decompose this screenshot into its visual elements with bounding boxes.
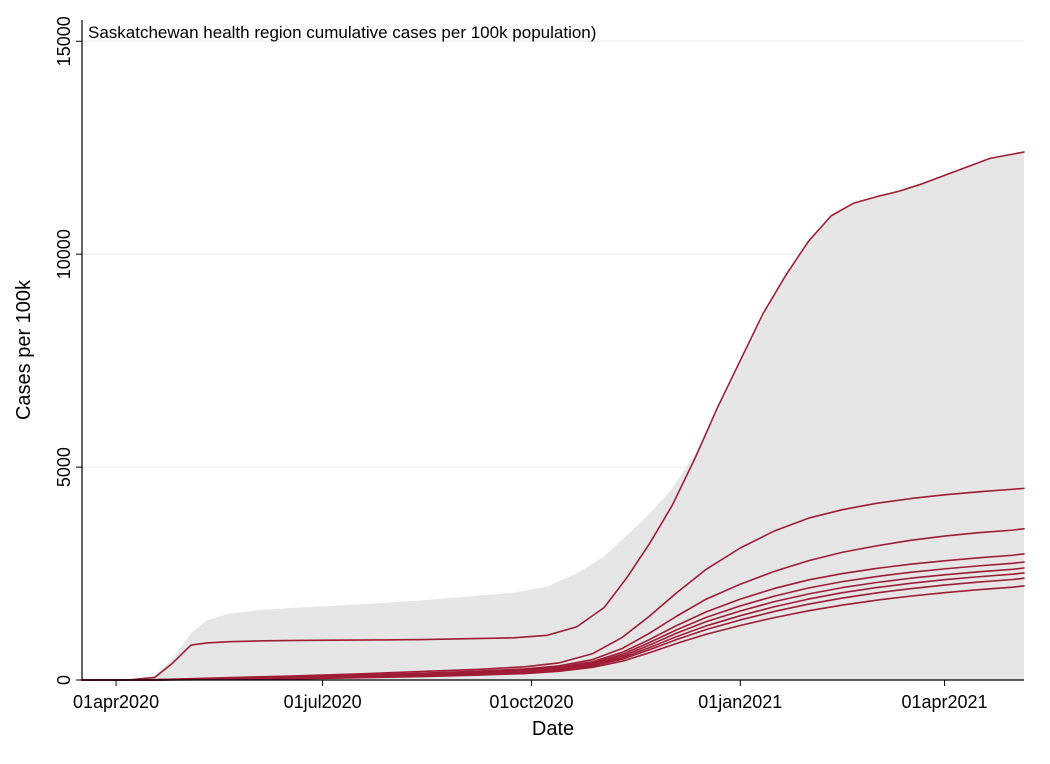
x-tick-label: 01jan2021 [698, 692, 782, 712]
x-tick-label: 01oct2020 [489, 692, 573, 712]
y-tick-label: 5000 [54, 447, 74, 487]
chart-subtitle: Saskatchewan health region cumulative ca… [88, 23, 596, 42]
y-axis-label: Cases per 100k [13, 279, 35, 420]
x-tick-label: 01apr2021 [902, 692, 988, 712]
x-axis-label: Date [532, 718, 574, 740]
chart-container: 0 5000 10000 15000 01apr2020 01jul2020 01oct20… [0, 0, 1050, 764]
x-tick-label: 01apr2020 [73, 692, 159, 712]
y-tick-label: 0 [54, 675, 74, 685]
x-tick-label: 01jul2020 [284, 692, 362, 712]
chart-svg: 0 5000 10000 15000 01apr2020 01jul2020 01oct20… [0, 0, 1050, 764]
y-tick-label: 15000 [54, 16, 74, 66]
y-tick-label: 10000 [54, 229, 74, 279]
